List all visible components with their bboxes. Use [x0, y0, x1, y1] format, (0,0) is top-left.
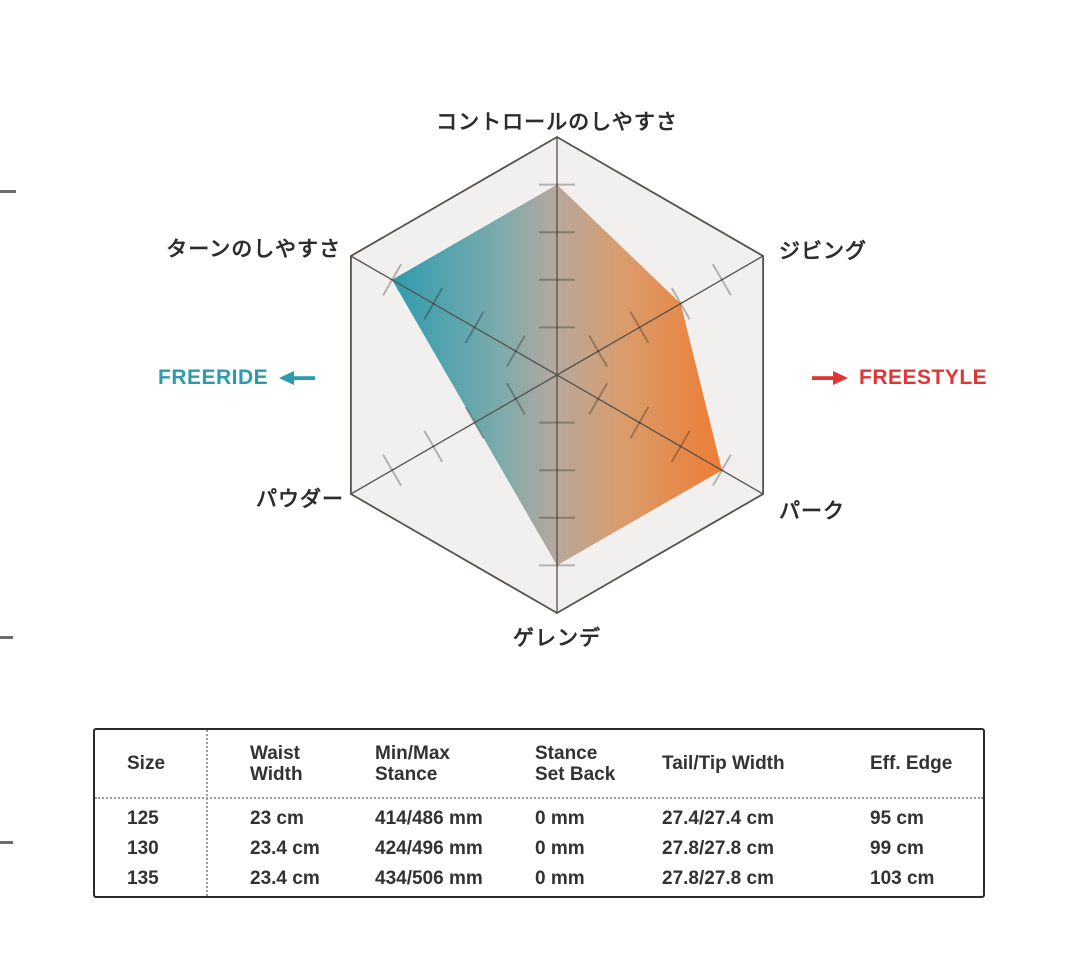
freestyle-label: FREESTYLE	[859, 366, 988, 389]
cell-eff-edge: 103 cm	[870, 868, 935, 889]
cell-min-max-stance: 414/486 mm	[375, 808, 483, 829]
cell-waist-width: 23.4 cm	[250, 838, 320, 859]
table-row: 130 23.4 cm 424/496 mm 0 mm 27.8/27.8 cm…	[95, 834, 983, 864]
cell-stance-set-back: 0 mm	[535, 808, 585, 829]
cell-waist-width: 23 cm	[250, 808, 304, 829]
table-column-divider	[206, 730, 208, 896]
cell-size: 130	[127, 838, 159, 859]
column-header-waist-width: Waist Width	[250, 742, 303, 785]
column-header-tail-tip-width: Tail/Tip Width	[662, 753, 785, 774]
table-body: 125 23 cm 414/486 mm 0 mm 27.4/27.4 cm 9…	[95, 797, 983, 894]
cell-min-max-stance: 424/496 mm	[375, 838, 483, 859]
right-arrow-icon	[812, 371, 848, 385]
radar-axes	[350, 137, 764, 613]
cell-eff-edge: 95 cm	[870, 808, 924, 829]
axis-label-turning: ターンのしやすさ	[166, 238, 341, 261]
cell-eff-edge: 99 cm	[870, 838, 924, 859]
cell-stance-set-back: 0 mm	[535, 868, 585, 889]
axis-label-groomed-slope: ゲレンデ	[513, 627, 601, 650]
freestyle-annotation: FREESTYLE	[810, 366, 987, 390]
column-header-stance-set-back: Stance Set Back	[535, 742, 616, 785]
radar-ticks	[382, 183, 732, 567]
column-header-size: Size	[127, 753, 166, 774]
decorative-dash	[0, 636, 13, 639]
cell-tail-tip-width: 27.8/27.8 cm	[662, 838, 774, 859]
cell-stance-set-back: 0 mm	[535, 838, 585, 859]
table-header-row: Size Waist Width Min/Max Stance Stance S…	[95, 730, 983, 797]
table-row: 125 23 cm 414/486 mm 0 mm 27.4/27.4 cm 9…	[95, 804, 983, 834]
cell-size: 135	[127, 868, 159, 889]
axis-label-control: コントロールのしやすさ	[436, 111, 678, 134]
spec-table: Size Waist Width Min/Max Stance Stance S…	[93, 728, 985, 898]
cell-tail-tip-width: 27.4/27.4 cm	[662, 808, 774, 829]
freeride-annotation: FREERIDE	[158, 366, 317, 390]
left-arrow-icon	[279, 371, 316, 385]
axis-label-park: パーク	[779, 500, 845, 523]
axis-label-jibbing: ジビング	[779, 240, 867, 263]
cell-min-max-stance: 434/506 mm	[375, 868, 483, 889]
axis-label-powder: パウダー	[256, 488, 344, 511]
cell-waist-width: 23.4 cm	[250, 868, 320, 889]
cell-size: 125	[127, 808, 159, 829]
table-row: 135 23.4 cm 434/506 mm 0 mm 27.8/27.8 cm…	[95, 864, 983, 894]
cell-tail-tip-width: 27.8/27.8 cm	[662, 868, 774, 889]
column-header-min-max-stance: Min/Max Stance	[375, 742, 450, 785]
decorative-dash	[0, 841, 13, 844]
freeride-label: FREERIDE	[158, 366, 269, 389]
column-header-eff-edge: Eff. Edge	[870, 753, 953, 774]
decorative-dash	[0, 190, 16, 193]
